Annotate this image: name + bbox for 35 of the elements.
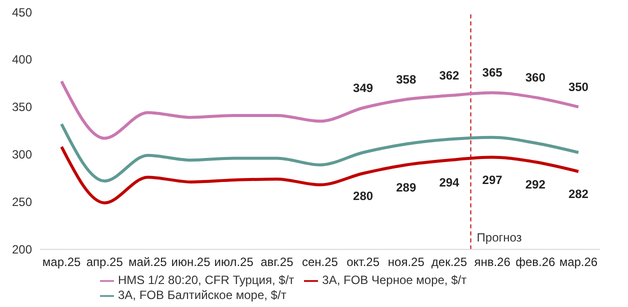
y-tick-label: 250 bbox=[12, 195, 32, 210]
legend-label: 3А, FOB Балтийское море, $/т bbox=[118, 288, 286, 302]
data-label: 282 bbox=[568, 187, 589, 202]
legend-label: HMS 1/2 80:20, CFR Турция, $/т bbox=[118, 273, 294, 288]
y-tick-label: 450 bbox=[12, 5, 32, 20]
x-tick-label: авг.25 bbox=[260, 254, 294, 269]
x-tick-label: мар.26 bbox=[559, 254, 598, 269]
x-tick-label: мар.25 bbox=[42, 254, 82, 269]
legend-label: 3А, FOB Черное море, $/т bbox=[322, 273, 467, 288]
x-tick-label: июл.25 bbox=[214, 254, 254, 269]
x-tick-label: сен.25 bbox=[302, 254, 338, 269]
x-tick-label: окт.25 bbox=[346, 254, 380, 269]
data-label: 292 bbox=[525, 178, 546, 192]
x-tick-label: дек.25 bbox=[431, 254, 468, 269]
data-label: 289 bbox=[396, 180, 416, 194]
x-tick-label: ноя.25 bbox=[388, 254, 425, 269]
data-label: 280 bbox=[353, 188, 374, 203]
data-label: 365 bbox=[482, 66, 503, 80]
y-tick-label: 300 bbox=[12, 148, 32, 162]
x-tick-label: фев.26 bbox=[516, 254, 556, 269]
ref-line-label: Прогноз bbox=[476, 230, 522, 244]
data-label: 294 bbox=[439, 176, 460, 190]
data-label: 350 bbox=[568, 80, 589, 94]
x-tick-label: янв.26 bbox=[474, 254, 511, 269]
x-tick-label: май.25 bbox=[128, 254, 168, 269]
y-tick-label: 400 bbox=[12, 52, 32, 67]
data-label: 297 bbox=[482, 172, 503, 187]
data-label: 349 bbox=[353, 80, 374, 95]
y-tick-label: 200 bbox=[12, 242, 32, 257]
data-label: 360 bbox=[525, 70, 546, 84]
data-label: 362 bbox=[439, 68, 460, 83]
data-label: 358 bbox=[396, 72, 416, 86]
x-tick-label: июн.25 bbox=[171, 254, 211, 269]
y-tick-label: 350 bbox=[12, 100, 32, 114]
x-tick-label: апр.25 bbox=[86, 254, 124, 269]
